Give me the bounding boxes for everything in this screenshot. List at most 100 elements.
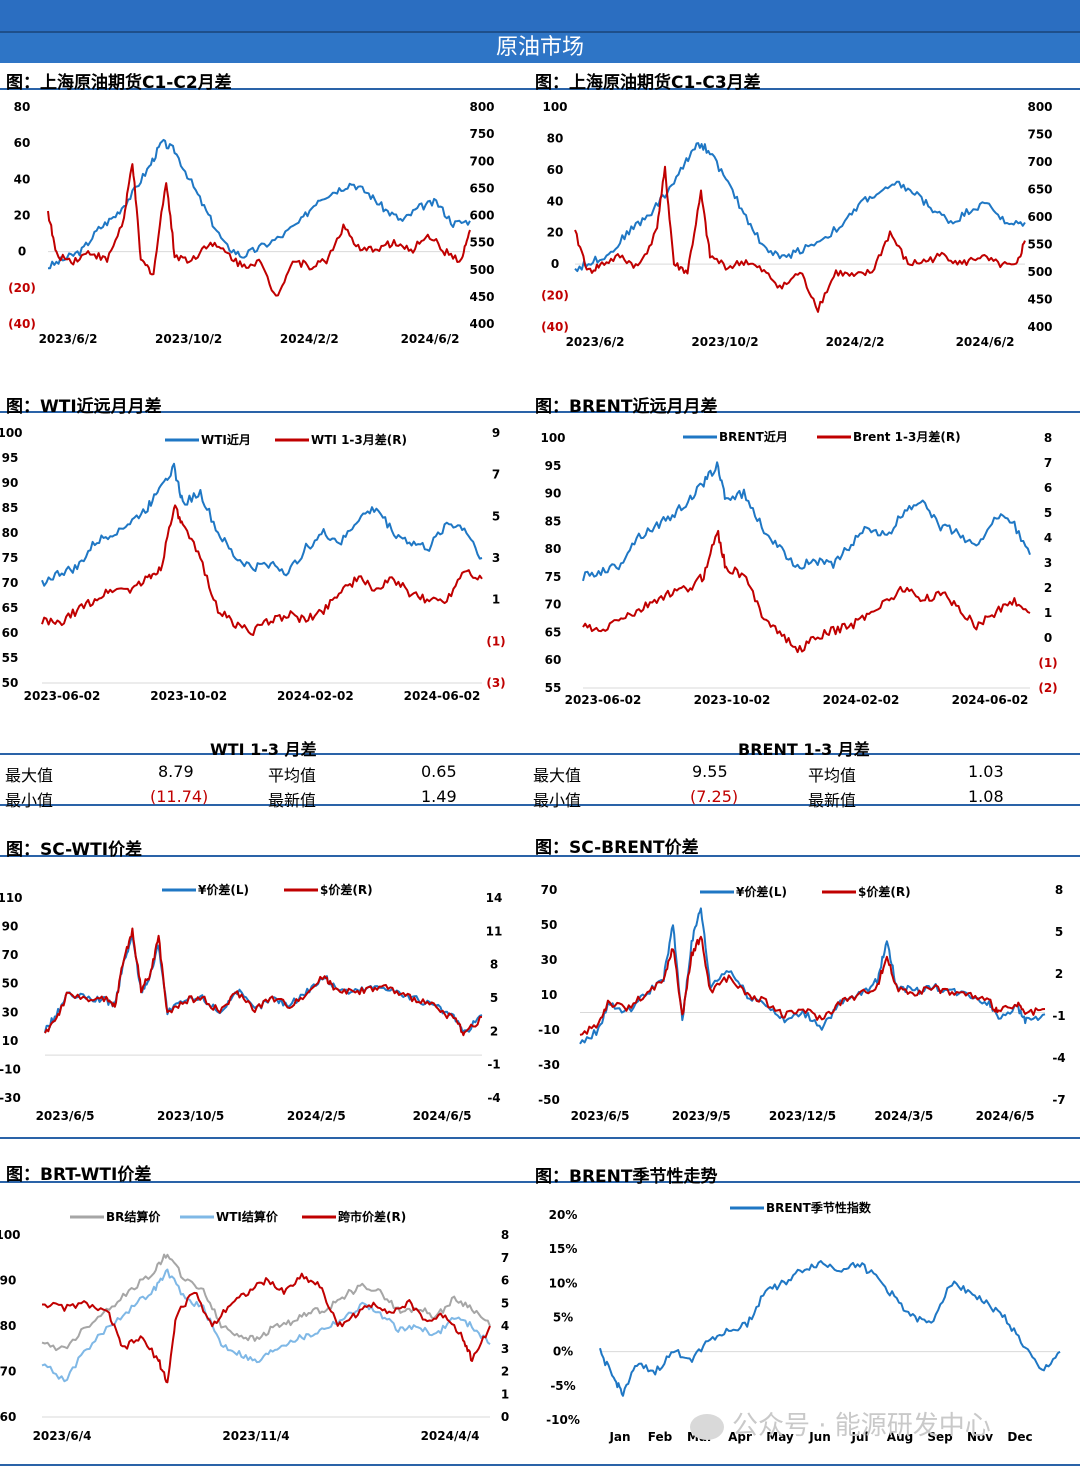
series-line <box>582 529 1031 654</box>
y-left-tick-label: -50 <box>538 1093 560 1107</box>
stat-value-negative: (7.25) <box>690 787 739 806</box>
y-left-tick-label: (20) <box>541 289 569 303</box>
y-right-tick-label: -7 <box>1052 1093 1065 1107</box>
stat-label: 最大值 <box>5 766 54 785</box>
y-right-tick-label: 450 <box>469 290 494 304</box>
x-tick-label: 2023/10/2 <box>691 335 758 349</box>
y-right-tick-label: 14 <box>486 891 503 905</box>
y-left-tick-label: 80 <box>547 131 564 145</box>
y-right-tick-label: 800 <box>469 100 494 114</box>
y-right-tick-label: 3 <box>492 551 500 565</box>
y-right-tick-label: 750 <box>469 127 494 141</box>
y-left-tick-label: 70 <box>2 576 19 590</box>
y-right-tick-label: 550 <box>469 236 494 250</box>
y-left-tick-label: -10% <box>546 1413 580 1427</box>
stat-label: 最新值 <box>808 791 857 810</box>
y-left-tick-label: 95 <box>2 451 19 465</box>
y-right-tick-label: 2 <box>501 1365 509 1379</box>
x-tick-label: Jul <box>850 1430 868 1444</box>
y-left-tick-label: 50 <box>541 918 558 932</box>
legend-label: ¥价差(L) <box>736 884 787 899</box>
y-right-tick-label: 8 <box>490 958 498 972</box>
x-tick-label: Dec <box>1007 1430 1032 1444</box>
y-right-tick-label: (2) <box>1038 681 1057 695</box>
y-left-tick-label: 60 <box>545 653 562 667</box>
chart-title: 图：BRENT季节性走势 <box>535 1167 718 1187</box>
x-tick-label: Sep <box>927 1430 953 1444</box>
y-right-tick-label: 600 <box>1027 210 1052 224</box>
series-line <box>42 1272 491 1384</box>
stats-title-brent: BRENT 1-3 月差 <box>738 740 870 759</box>
legend-label: WTI近月 <box>201 432 251 447</box>
y-left-tick-label: 65 <box>2 601 19 615</box>
series-line <box>574 142 1026 273</box>
series-line <box>579 907 1046 1045</box>
stat-label: 最小值 <box>5 791 54 810</box>
y-right-tick-label: 500 <box>469 263 494 277</box>
y-left-tick-label: 70 <box>545 598 562 612</box>
y-right-tick-label: 0 <box>1044 631 1052 645</box>
y-right-tick-label: 9 <box>492 426 500 440</box>
y-left-tick-label: 15% <box>549 1242 578 1256</box>
y-right-tick-label: 5 <box>1044 506 1052 520</box>
series-line <box>574 165 1026 313</box>
x-tick-label: Feb <box>648 1430 673 1444</box>
y-right-tick-label: 5 <box>492 509 500 523</box>
chart-title: 图：上海原油期货C1-C3月差 <box>535 73 761 93</box>
legend-label: $价差(R) <box>858 884 911 899</box>
section-banner: 原油市场 <box>0 33 1080 63</box>
y-left-tick-label: 0% <box>553 1345 573 1359</box>
y-left-tick-label: -30 <box>538 1058 560 1072</box>
y-left-tick-label: 90 <box>0 1274 16 1288</box>
x-tick-label: 2023/12/5 <box>769 1109 836 1123</box>
y-right-tick-label: 400 <box>469 317 494 331</box>
y-left-tick-label: 0 <box>551 257 559 271</box>
y-right-tick-label: 5 <box>1055 925 1063 939</box>
legend-label: ¥价差(L) <box>198 882 249 897</box>
chart-title: 图：WTI近远月月差 <box>6 397 162 417</box>
y-left-tick-label: 0 <box>18 245 26 259</box>
y-right-tick-label: (1) <box>486 634 505 648</box>
y-left-tick-label: 110 <box>0 891 23 905</box>
x-tick-label: 2024/6/5 <box>976 1109 1035 1123</box>
y-left-tick-label: 85 <box>545 514 562 528</box>
y-right-tick-label: (3) <box>486 676 505 690</box>
y-right-tick-label: 7 <box>492 468 500 482</box>
y-left-tick-label: 20 <box>14 209 31 223</box>
y-left-tick-label: 10 <box>541 988 558 1002</box>
y-left-tick-label: 60 <box>14 136 31 150</box>
y-left-tick-label: (40) <box>8 317 36 331</box>
y-right-tick-label: -1 <box>1052 1009 1065 1023</box>
y-left-tick-label: 40 <box>547 194 564 208</box>
series-line <box>44 927 483 1037</box>
y-right-tick-label: 8 <box>1044 431 1052 445</box>
y-left-tick-label: 70 <box>541 883 558 897</box>
legend-label: BRENT近月 <box>719 429 788 444</box>
y-left-tick-label: 90 <box>2 920 19 934</box>
x-tick-label: 2024-06-02 <box>404 689 481 703</box>
y-left-tick-label: 20 <box>547 226 564 240</box>
series-line <box>47 163 471 297</box>
y-right-tick-label: 4 <box>501 1319 509 1333</box>
legend-label: Brent 1-3月差(R) <box>853 429 961 444</box>
y-left-tick-label: 80 <box>545 542 562 556</box>
y-left-tick-label: 60 <box>0 1410 16 1424</box>
y-left-tick-label: 85 <box>2 501 19 515</box>
y-right-tick-label: 3 <box>1044 556 1052 570</box>
y-left-tick-label: 10% <box>549 1276 578 1290</box>
y-right-tick-label: 5 <box>490 991 498 1005</box>
x-tick-label: 2024/2/2 <box>826 335 885 349</box>
stats-title-wti: WTI 1-3 月差 <box>210 740 317 759</box>
x-tick-label: 2024/2/5 <box>287 1109 346 1123</box>
x-tick-label: 2023/6/2 <box>39 332 98 346</box>
chart-sc-wti: 110 90 70 50 30 10 -10 -30 14 11 8 5 2 -1 -4 2023/6/5 20… <box>0 882 503 1123</box>
series-line <box>41 504 483 636</box>
x-tick-label: Jun <box>808 1430 831 1444</box>
y-left-tick-label: -10 <box>0 1062 21 1076</box>
y-right-tick-label: 700 <box>1027 155 1052 169</box>
y-right-tick-label: -4 <box>1052 1051 1065 1065</box>
x-tick-label: 2024-02-02 <box>823 693 900 707</box>
x-tick-label: 2023/9/5 <box>672 1109 731 1123</box>
divider <box>0 411 1080 413</box>
y-right-tick-label: 600 <box>469 209 494 223</box>
